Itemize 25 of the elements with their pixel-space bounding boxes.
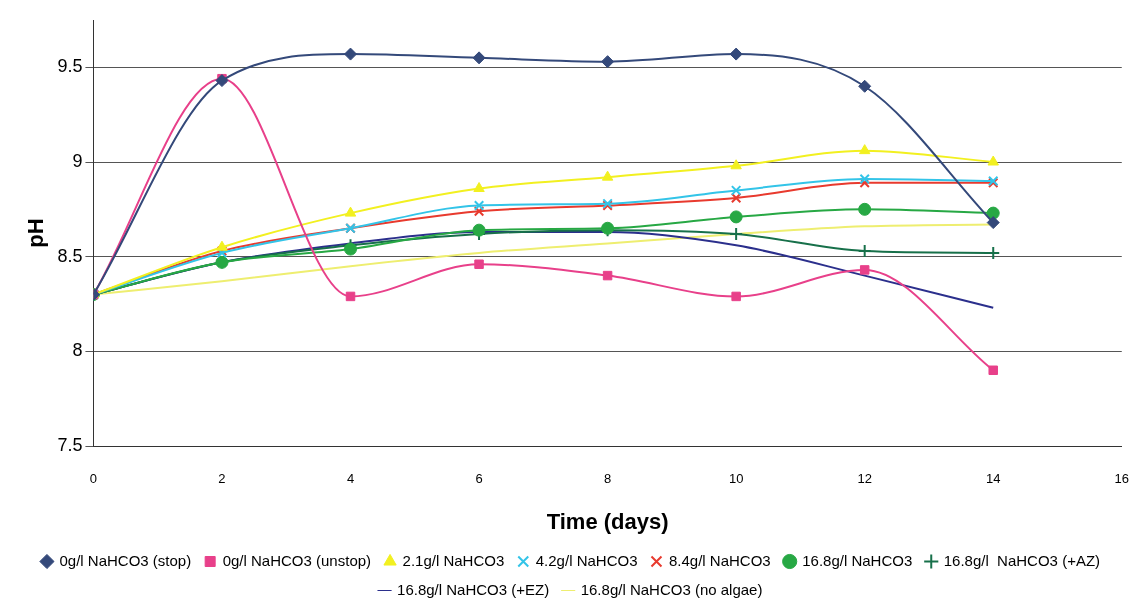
legend-label: 8.4g/l NaHCO3	[668, 551, 771, 569]
x-tick-label: 2	[218, 471, 226, 487]
x-tick-label: 12	[857, 471, 872, 487]
x-tick-label: 6	[475, 471, 483, 487]
x-tick-label: 8	[603, 471, 612, 487]
y-tick-label: 8	[72, 340, 83, 361]
y-tick-label: 7.5	[57, 434, 83, 455]
x-tick-label: 14	[985, 471, 1001, 487]
legend-label: 16.8g/l NaHCO3	[802, 551, 913, 569]
x-tick-label: 0	[89, 471, 98, 487]
legend-label: 16.8g/l NaHCO3 (+AZ)	[943, 551, 1101, 569]
y-axis-title: pH	[23, 218, 49, 248]
legend-label: 4.2g/l NaHCO3	[535, 551, 638, 569]
y-tick-label: 8.5	[57, 245, 83, 266]
legend-label: 16.8g/l NaHCO3 (no algae)	[580, 580, 763, 598]
legend-label: 16.8g/l NaHCO3 (+EZ)	[397, 580, 550, 598]
x-tick-label: 10	[728, 471, 744, 487]
x-tick-label: 16	[1114, 471, 1129, 487]
legend-label: 0g/l NaHCO3 (unstop)	[222, 551, 372, 569]
legend-label: 2.1g/l NaHCO3	[402, 551, 505, 569]
legend-label: 0g/l NaHCO3 (stop)	[59, 551, 192, 569]
y-tick-label: 9	[72, 150, 83, 171]
x-axis-title: Time (days)	[546, 508, 669, 534]
x-tick-label: 4	[346, 471, 355, 487]
y-tick-label: 9.5	[57, 56, 83, 77]
